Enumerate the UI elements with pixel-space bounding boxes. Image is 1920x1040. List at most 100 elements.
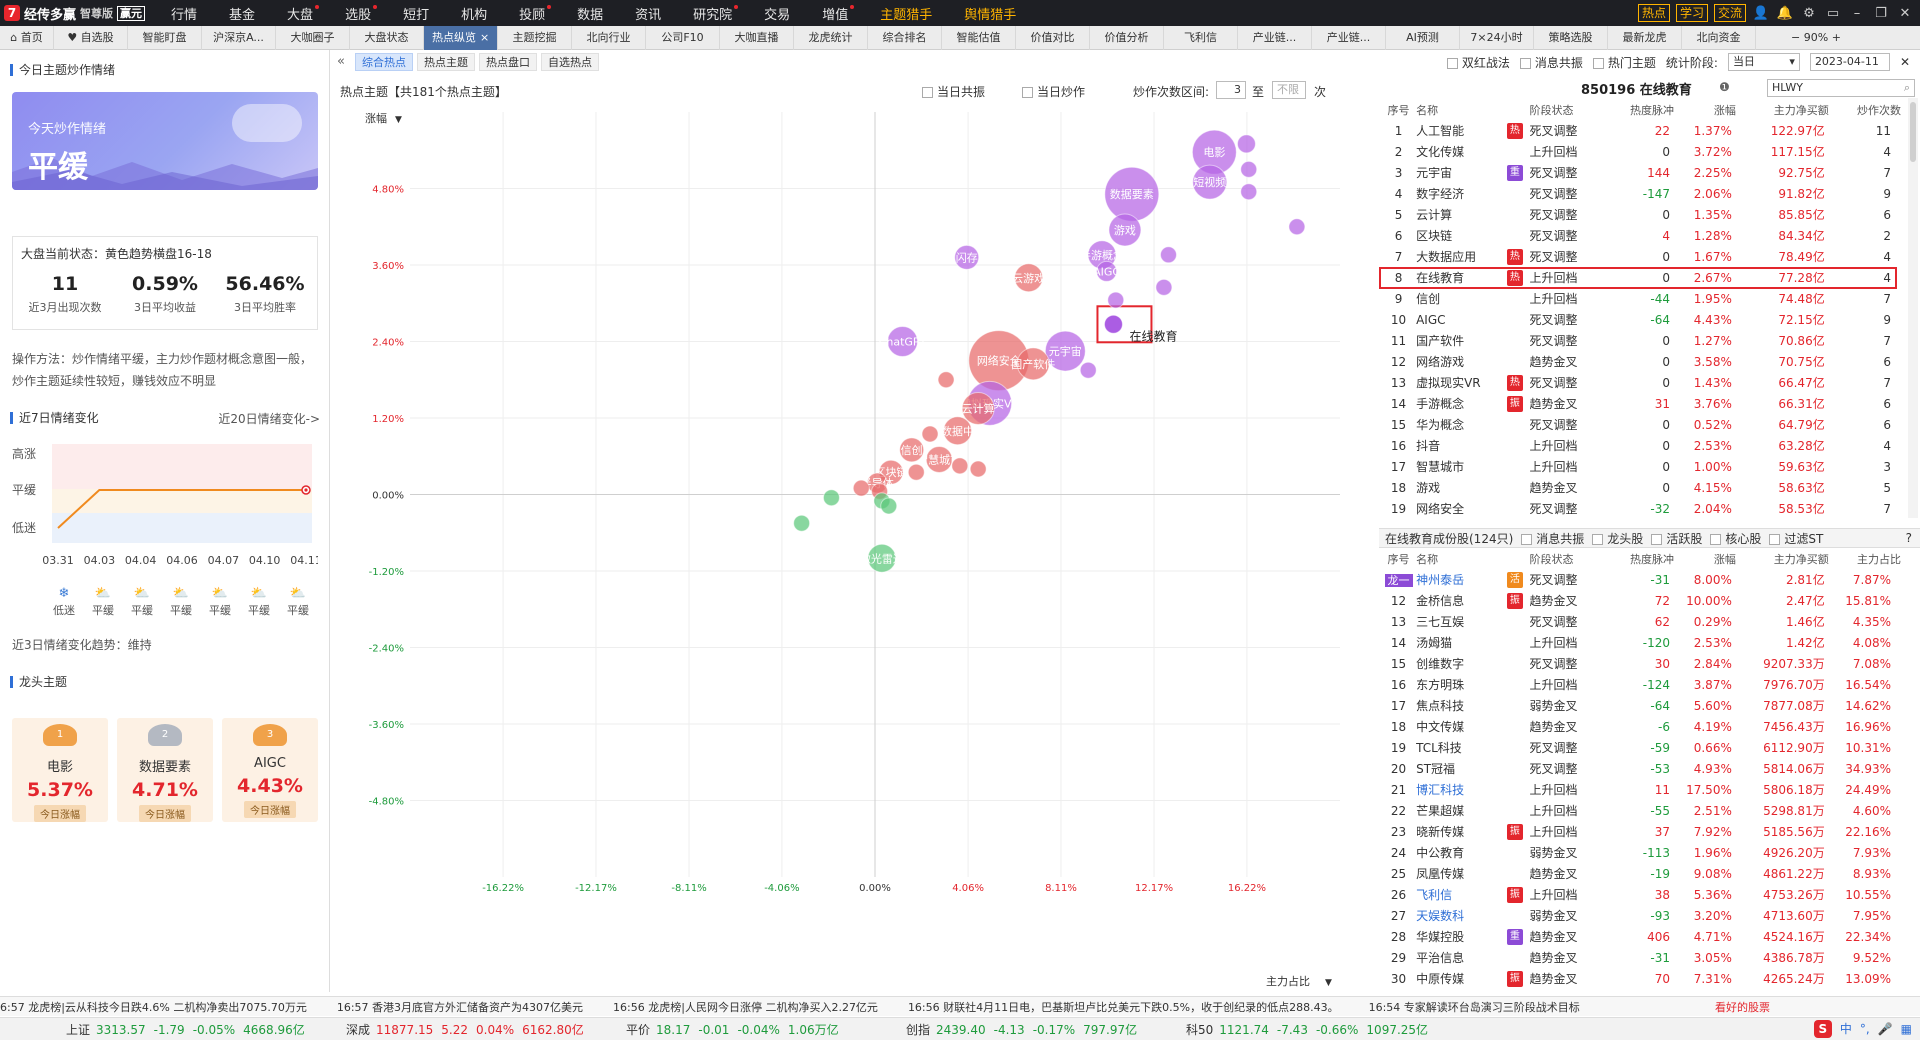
tab[interactable]: 价值分析 [1090, 25, 1164, 50]
table-row[interactable]: 14 汤姆猫 上升回档 -120 2.53% 1.42亿 4.08% [1381, 632, 1901, 653]
double-red-checkbox[interactable]: 双红战法 [1446, 54, 1510, 71]
ime-lang[interactable]: 中 [1839, 1022, 1852, 1036]
stock-name[interactable]: 创维数字 [1416, 657, 1465, 671]
index-item[interactable]: 创指 2439.40 -4.13 -0.17% 797.97亿 [840, 1021, 1137, 1038]
table-row[interactable]: 24 中公教育 弱势金叉 -113 1.96% 4926.20万 7.93% [1381, 842, 1901, 863]
news-warn[interactable]: 看好的股票 [1715, 1000, 1770, 1014]
tab[interactable]: 北向行业 [572, 25, 646, 50]
topic-name[interactable]: 云计算 [1416, 208, 1453, 222]
checkbox-box[interactable] [1710, 533, 1722, 545]
stage-select[interactable]: 当日 ▾ [1727, 53, 1800, 71]
range-to-input[interactable]: 不限 [1272, 81, 1306, 99]
news-item[interactable]: 16:56 财联社4月11日电，巴基斯坦卢比兑美元下跌0.5%，收于创纪录的低点… [907, 1000, 1339, 1014]
tab[interactable]: 龙虎统计 [794, 25, 868, 50]
column-header[interactable]: 名称 [1416, 553, 1439, 566]
table-row[interactable]: 6 区块链 死叉调整 4 1.28% 84.34亿 2 [1381, 225, 1901, 246]
menu-item[interactable]: 数据 [577, 7, 604, 23]
table-row[interactable]: 3 元宇宙 重死叉调整 144 2.25% 92.75亿 7 [1381, 162, 1901, 183]
menu-item[interactable]: 机构 [461, 7, 488, 23]
menu-item[interactable]: 投顾 [503, 4, 561, 23]
zoom-in-icon[interactable]: + [1828, 30, 1841, 44]
stock-name[interactable]: 三七互娱 [1416, 615, 1465, 629]
bubble-chart[interactable]: -16.22% -12.17% -8.11% -4.06% 0.00% 4.06% 8.11… [335, 102, 1375, 992]
table-row[interactable]: 17 焦点科技 弱势金叉 -64 5.60% 7877.08万 14.62% [1381, 695, 1901, 716]
table-row[interactable]: 19 TCL科技 死叉调整 -59 0.66% 6112.90万 10.31% [1381, 737, 1901, 758]
topic-name[interactable]: 网络游戏 [1416, 355, 1465, 369]
x-axis-caret-icon[interactable]: ▼ [1325, 978, 1332, 988]
tab[interactable]: 产业链... [1238, 25, 1312, 50]
column-header[interactable] [1507, 100, 1530, 120]
stock-name[interactable]: 神州泰岳 [1416, 573, 1465, 587]
column-header[interactable]: 序号 [1387, 104, 1410, 117]
table-row[interactable]: 25 凤凰传媒 趋势金叉 -19 9.08% 4861.22万 8.93% [1381, 863, 1901, 884]
bubble-point[interactable] [1240, 183, 1258, 201]
stock-name[interactable]: ST冠福 [1416, 762, 1456, 776]
column-header[interactable]: 涨幅 [1713, 104, 1736, 117]
column-header[interactable]: 名称 [1416, 104, 1439, 117]
news-item[interactable]: 16:57 香港3月底官方外汇储备资产为4307亿美元 [336, 1000, 584, 1014]
topic-name[interactable]: 华为概念 [1416, 418, 1465, 432]
exchange-button[interactable]: 交流 [1713, 4, 1746, 22]
index-item[interactable]: 深成 11877.15 5.22 0.04% 6162.80亿 [280, 1021, 584, 1038]
topic-name[interactable]: 游戏 [1416, 481, 1441, 495]
index-item[interactable]: 科50 1121.74 -7.43 -0.66% 1097.25亿 [1120, 1021, 1428, 1038]
table-row[interactable]: 7 大数据应用 热死叉调整 0 1.67% 78.49亿 4 [1381, 246, 1901, 267]
stock-name[interactable]: 华媒控股 [1416, 930, 1465, 944]
topic-name[interactable]: 文化传媒 [1416, 145, 1465, 159]
tab[interactable]: ♥ 自选股 [54, 25, 128, 50]
tab[interactable]: 公司F10 [646, 25, 720, 50]
menu-item[interactable]: 大盘 [271, 4, 329, 23]
tab-close-icon[interactable]: × [480, 30, 490, 44]
close-panel-icon[interactable]: ✕ [1899, 55, 1910, 69]
topic-name[interactable]: 国产软件 [1416, 334, 1465, 348]
table-row[interactable]: 16 东方明珠 上升回档 -124 3.87% 7976.70万 16.54% [1381, 674, 1901, 695]
bubble-point[interactable] [969, 460, 987, 478]
bubble-point[interactable] [925, 445, 953, 473]
restore-icon[interactable]: ❐ [1875, 5, 1887, 21]
checkbox-box[interactable] [1651, 533, 1663, 545]
stock-name[interactable]: 汤姆猫 [1416, 636, 1453, 650]
menu-item[interactable]: 选股 [329, 4, 387, 23]
column-header[interactable]: 阶段状态 [1529, 553, 1574, 566]
bubble-point[interactable] [937, 371, 955, 389]
table-row[interactable]: 14 手游概念 振趋势金叉 31 3.76% 66.31亿 6 [1381, 393, 1901, 414]
bubble-point[interactable] [1016, 347, 1050, 381]
column-header[interactable]: 热度脉冲 [1629, 553, 1674, 566]
menu-item[interactable]: 主题猎手 [880, 7, 933, 23]
table-row[interactable]: 12 网络游戏 趋势金叉 0 3.58% 70.75亿 6 [1381, 351, 1901, 372]
column-header[interactable]: 涨幅 [1713, 553, 1736, 566]
stock-name[interactable]: 博汇科技 [1416, 783, 1465, 797]
bubble-point[interactable] [1236, 134, 1256, 154]
ime-punct[interactable]: °, [1859, 1021, 1870, 1036]
tab[interactable]: 智能盯盘 [128, 25, 202, 50]
topic-name[interactable]: 大数据应用 [1416, 250, 1477, 264]
bubble-point[interactable] [1103, 314, 1123, 334]
table-row[interactable]: 30 中原传媒 振趋势金叉 70 7.31% 4265.24万 13.09% [1381, 968, 1901, 989]
date-input[interactable]: 2023-04-11 [1809, 53, 1890, 71]
bubble-point[interactable] [907, 463, 925, 481]
tab[interactable]: 大咖直播 [720, 25, 794, 50]
leader-card[interactable]: 2 数据要素 4.71% 今日涨幅 [117, 718, 213, 822]
bubble-point[interactable] [880, 497, 898, 515]
table-row[interactable]: 22 芒果超媒 上升回档 -55 2.51% 5298.81万 4.60% [1381, 800, 1901, 821]
table-row[interactable]: 5 云计算 死叉调整 0 1.35% 85.85亿 6 [1381, 204, 1901, 225]
column-header[interactable]: 主力净买额 [1773, 553, 1829, 566]
topic-name[interactable]: 在线教育 [1416, 271, 1465, 285]
menu-item[interactable]: 行情 [171, 7, 198, 23]
bubble-point[interactable] [1240, 160, 1258, 178]
topic-name[interactable]: 手游概念 [1416, 397, 1465, 411]
table-row[interactable]: 15 创维数字 死叉调整 30 2.84% 9207.33万 7.08% [1381, 653, 1901, 674]
info-icon[interactable]: ❶ [1719, 80, 1730, 94]
table-row[interactable]: 8 在线教育 热上升回档 0 2.67% 77.28亿 4 [1381, 267, 1901, 288]
table-row[interactable]: 1 人工智能 热死叉调整 22 1.37% 122.97亿 11 [1381, 120, 1901, 141]
topic-search-input[interactable]: HLWY ⌕ [1767, 79, 1915, 97]
table-row[interactable]: 18 游戏 趋势金叉 0 4.15% 58.63亿 5 [1381, 477, 1901, 498]
table-row[interactable]: 17 智慧城市 上升回档 0 1.00% 59.63亿 3 [1381, 456, 1901, 477]
bubble-point[interactable] [822, 489, 840, 507]
subtab-topics[interactable]: 热点主题 [416, 53, 475, 71]
table-row[interactable]: 13 三七互娱 死叉调整 62 0.29% 1.46亿 4.35% [1381, 611, 1901, 632]
table-row[interactable]: 19 网络安全 死叉调整 -32 2.04% 58.53亿 7 [1381, 498, 1901, 519]
news-resonance-checkbox[interactable]: 消息共振 [1519, 54, 1583, 71]
bubble-point[interactable] [852, 479, 870, 497]
filter-checkbox[interactable]: 核心股 [1710, 530, 1761, 547]
